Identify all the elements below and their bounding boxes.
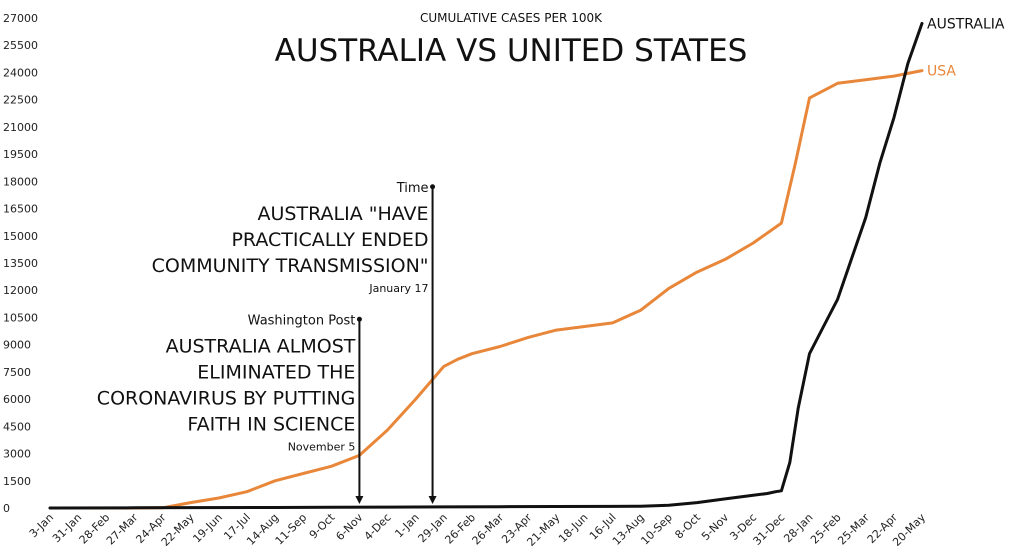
- series-label-australia: AUSTRALIA: [927, 16, 1005, 32]
- y-tick-label: 25500: [3, 39, 38, 52]
- annotation-headline-line: COMMUNITY TRANSMISSION": [152, 255, 429, 277]
- annotation-headline-line: PRACTICALLY ENDED: [231, 229, 428, 251]
- y-tick-label: 27000: [3, 12, 38, 25]
- y-tick-label: 19500: [3, 148, 38, 161]
- y-tick-label: 7500: [3, 366, 31, 379]
- x-tick-label: 19-Jun: [190, 511, 225, 546]
- series-line-australia: [48, 21, 924, 510]
- annotation-headline-line: CORONAVIRUS BY PUTTING: [97, 387, 356, 409]
- annotations: Washington Post AUSTRALIA ALMOST ELIMINATE…: [97, 181, 437, 504]
- annotation-headline-line: AUSTRALIA "HAVE: [258, 203, 429, 225]
- y-tick-label: 3000: [3, 448, 31, 461]
- y-tick-label: 6000: [3, 393, 31, 406]
- y-tick-label: 22500: [3, 94, 38, 107]
- annotation-arrowhead: [355, 496, 364, 504]
- annotation-source: Time: [396, 181, 429, 196]
- y-tick-label: 9000: [3, 339, 31, 352]
- y-tick-label: 13500: [3, 257, 38, 270]
- x-tick-label: 5-Nov: [699, 511, 731, 543]
- annotation-arrowhead: [428, 496, 437, 504]
- y-tick-label: 12000: [3, 284, 38, 297]
- x-tick-label: 25-Mar: [835, 511, 872, 548]
- y-tick-label: 24000: [3, 66, 38, 79]
- x-axis: 3-Jan31-Jan28-Feb27-Mar24-Apr22-May19-Ju…: [27, 510, 929, 548]
- series-label-usa: USA: [927, 64, 956, 80]
- y-tick-label: 4500: [3, 420, 31, 433]
- annotation-dot: [430, 184, 436, 190]
- x-tick-label: 11-Sep: [273, 511, 310, 548]
- y-tick-label: 18000: [3, 175, 38, 188]
- y-tick-label: 10500: [3, 311, 38, 324]
- x-tick-label: 6-Nov: [333, 511, 365, 543]
- annotation-date: January 17: [368, 282, 428, 295]
- annotation-date: November 5: [288, 440, 356, 453]
- x-tick-label: 8-Oct: [672, 510, 703, 541]
- x-tick-label: 9-Oct: [307, 510, 338, 541]
- annotation-dot: [356, 316, 362, 322]
- x-tick-label: 27-Mar: [104, 511, 141, 548]
- chart-title: AUSTRALIA VS UNITED STATES: [275, 33, 748, 69]
- y-tick-label: 21000: [3, 121, 38, 134]
- x-tick-label: 18-Jun: [556, 511, 591, 546]
- x-tick-label: 26-Mar: [470, 511, 507, 548]
- annotation-headline-line: FAITH IN SCIENCE: [187, 413, 355, 435]
- chart-subtitle: CUMULATIVE CASES PER 100K: [420, 11, 603, 25]
- series-lines: [48, 21, 924, 510]
- y-axis: 0 1500 3000 4500 6000 7500 9000 10500 12000 13500…: [3, 12, 38, 515]
- x-tick-label: 10-Sep: [638, 511, 675, 548]
- series-labels: USA AUSTRALIA: [927, 16, 1005, 79]
- annotation-headline-line: ELIMINATED THE: [197, 361, 355, 383]
- y-tick-label: 1500: [3, 475, 31, 488]
- x-tick-label: 31-Dec: [751, 511, 788, 548]
- y-tick-label: 15000: [3, 230, 38, 243]
- y-tick-label: 0: [3, 502, 10, 515]
- x-tick-label: 4-Dec: [362, 511, 394, 543]
- y-tick-label: 16500: [3, 203, 38, 216]
- series-line-usa: [48, 69, 924, 510]
- annotation-source: Washington Post: [248, 313, 356, 328]
- annotation-headline-line: AUSTRALIA ALMOST: [166, 335, 356, 357]
